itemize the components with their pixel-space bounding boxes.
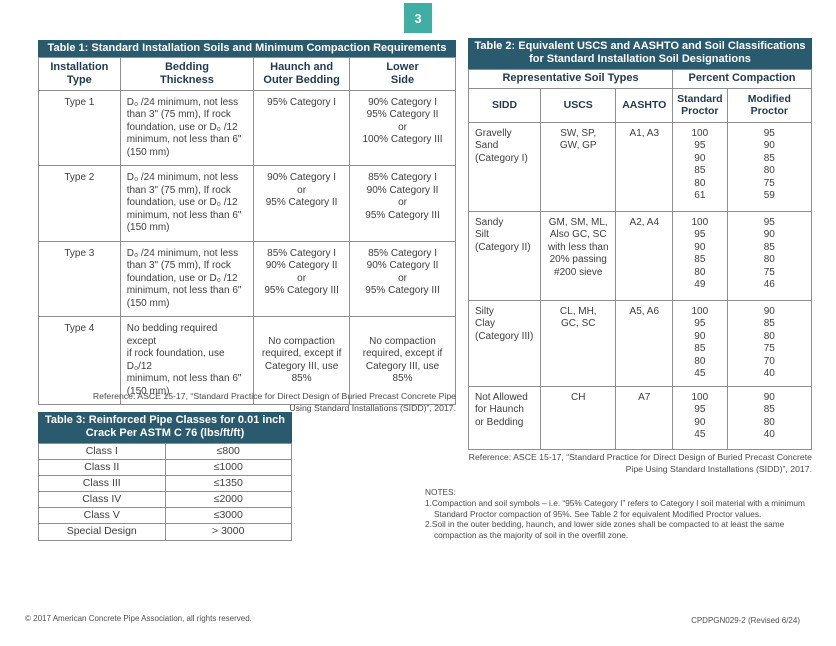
lower-side-cell: 85% Category I 90% Category II or 95% Ca…: [349, 165, 456, 242]
page-number-badge: 3: [404, 3, 432, 33]
table-row: Type 3 D₀ /24 minimum, not less than 3" …: [38, 240, 456, 318]
lower-side-cell: 90% Category I 95% Category II or 100% C…: [349, 89, 456, 167]
pipe-class-cell: Special Design: [38, 523, 166, 541]
pipe-class-cell: Class III: [38, 475, 166, 493]
table-row: Type 4 No bedding required except if roc…: [38, 316, 456, 406]
pipe-class-value-cell: ≤3000: [164, 507, 292, 525]
table1-header-row: Installation Type Bedding Thickness Haun…: [38, 57, 456, 91]
installation-type-cell: Type 2: [38, 165, 121, 242]
table2-header-row: SIDD USCS AASHTO Standard Proctor Modifi…: [467, 87, 813, 123]
pipe-class-cell: Class I: [38, 442, 166, 460]
pipe-class-cell: Class II: [38, 458, 166, 477]
aashto-cell: A5, A6: [615, 299, 674, 387]
table-row: Gravelly Sand (Category I) SW, SP, GW, G…: [467, 121, 813, 212]
pipe-class-cell: Class IV: [38, 491, 166, 509]
standard-proctor-cell: 100 95 90 85 80 45: [672, 299, 728, 387]
table2-group-percent-compaction: Percent Compaction: [672, 68, 812, 89]
table3-title: Table 3: Reinforced Pipe Classes for 0.0…: [38, 412, 292, 443]
pipe-class-cell: Class V: [38, 507, 166, 525]
notes-section: NOTES: 1.Compaction and soil symbols – i…: [425, 487, 817, 541]
uscs-cell: CH: [540, 385, 617, 450]
note-item: 1.Compaction and soil symbols – i.e. “95…: [425, 497, 805, 519]
uscs-cell: GM, SM, ML, Also GC, SC with less than 2…: [540, 210, 617, 301]
table2-reference: Reference: ASCE 15-17, “Standard Practic…: [468, 452, 812, 474]
lower-side-cell: No compaction required, except if Catego…: [349, 316, 456, 406]
table-row: Class IV ≤2000: [38, 491, 292, 509]
bedding-thickness-cell: D₀ /24 minimum, not less than 3" (75 mm)…: [119, 165, 255, 242]
sidd-cell: Silty Clay (Category III): [467, 299, 542, 387]
modified-proctor-cell: 95 90 85 80 75 46: [726, 210, 813, 301]
table2-col-aashto: AASHTO: [615, 87, 674, 123]
table3-section: Table 3: Reinforced Pipe Classes for 0.0…: [38, 412, 292, 541]
bedding-thickness-cell: D₀ /24 minimum, not less than 3" (75 mm)…: [119, 89, 255, 167]
table-row: Sandy Silt (Category II) GM, SM, ML, Als…: [467, 210, 813, 301]
table1-reference: Reference: ASCE 15-17, “Standard Practic…: [92, 391, 456, 413]
pipe-class-value-cell: ≤800: [164, 442, 292, 460]
haunch-bedding-cell: 95% Category I: [253, 89, 351, 167]
uscs-cell: SW, SP, GW, GP: [540, 121, 617, 212]
haunch-bedding-cell: 85% Category I 90% Category II or 95% Ca…: [253, 240, 351, 318]
table-row: Class I ≤800: [38, 442, 292, 460]
standard-proctor-cell: 100 95 90 85 80 61: [672, 121, 728, 212]
haunch-bedding-cell: No compaction required, except if Catego…: [253, 316, 351, 406]
table-row: Type 2 D₀ /24 minimum, not less than 3" …: [38, 165, 456, 242]
table-row: Class II ≤1000: [38, 458, 292, 477]
table3: Class I ≤800 Class II ≤1000 Class III ≤1…: [38, 442, 292, 541]
copyright-text: © 2017 American Concrete Pipe Associatio…: [25, 614, 252, 623]
document-number: CPDPGN029-2 (Revised 6/24): [691, 616, 800, 625]
pipe-class-value-cell: > 3000: [164, 523, 292, 541]
table-row: Type 1 D₀ /24 minimum, not less than 3" …: [38, 89, 456, 167]
notes-heading: NOTES:: [425, 487, 456, 497]
installation-type-cell: Type 3: [38, 240, 121, 318]
aashto-cell: A7: [615, 385, 674, 450]
table2-group-representative-soil-types: Representative Soil Types: [467, 68, 674, 89]
pipe-class-value-cell: ≤1350: [164, 475, 292, 493]
installation-type-cell: Type 4: [38, 316, 121, 406]
haunch-bedding-cell: 90% Category I or 95% Category II: [253, 165, 351, 242]
pipe-class-value-cell: ≤1000: [164, 458, 292, 477]
table2: Representative Soil Types Percent Compac…: [467, 68, 813, 450]
table1-col-installation-type: Installation Type: [38, 57, 121, 91]
table1-col-lower-side: Lower Side: [349, 57, 456, 91]
sidd-cell: Not Allowed for Haunch or Bedding: [467, 385, 542, 450]
table1-section: Table 1: Standard Installation Soils and…: [38, 40, 456, 406]
installation-type-cell: Type 1: [38, 89, 121, 167]
table2-col-standard-proctor: Standard Proctor: [672, 87, 728, 123]
note-item: 2.Soil in the outer bedding, haunch, and…: [425, 519, 785, 541]
modified-proctor-cell: 90 85 80 75 70 40: [726, 299, 813, 387]
table1-col-haunch-outer-bedding: Haunch and Outer Bedding: [253, 57, 351, 91]
lower-side-cell: 85% Category I 90% Category II or 95% Ca…: [349, 240, 456, 318]
sidd-cell: Gravelly Sand (Category I): [467, 121, 542, 212]
table2-col-modified-proctor: Modified Proctor: [726, 87, 813, 123]
aashto-cell: A1, A3: [615, 121, 674, 212]
table2-col-sidd: SIDD: [467, 87, 542, 123]
table2-section: Table 2: Equivalent USCS and AASHTO and …: [467, 38, 813, 450]
table2-col-uscs: USCS: [540, 87, 617, 123]
table-row: Class V ≤3000: [38, 507, 292, 525]
standard-proctor-cell: 100 95 90 85 80 49: [672, 210, 728, 301]
table-row: Not Allowed for Haunch or Bedding CH A7 …: [467, 385, 813, 450]
aashto-cell: A2, A4: [615, 210, 674, 301]
bedding-thickness-cell: No bedding required except if rock found…: [119, 316, 255, 406]
sidd-cell: Sandy Silt (Category II): [467, 210, 542, 301]
bedding-thickness-cell: D₀ /24 minimum, not less than 3" (75 mm)…: [119, 240, 255, 318]
table2-group-header-row: Representative Soil Types Percent Compac…: [467, 68, 812, 89]
table-row: Special Design > 3000: [38, 523, 292, 541]
table1: Installation Type Bedding Thickness Haun…: [38, 57, 456, 406]
table2-title: Table 2: Equivalent USCS and AASHTO and …: [468, 38, 812, 69]
modified-proctor-cell: 90 85 80 40: [726, 385, 813, 450]
uscs-cell: CL, MH, GC, SC: [540, 299, 617, 387]
modified-proctor-cell: 95 90 85 80 75 59: [726, 121, 813, 212]
table-row: Silty Clay (Category III) CL, MH, GC, SC…: [467, 299, 813, 387]
pipe-class-value-cell: ≤2000: [164, 491, 292, 509]
table1-title: Table 1: Standard Installation Soils and…: [38, 40, 456, 58]
table1-col-bedding-thickness: Bedding Thickness: [119, 57, 255, 91]
table-row: Class III ≤1350: [38, 475, 292, 493]
standard-proctor-cell: 100 95 90 45: [672, 385, 728, 450]
